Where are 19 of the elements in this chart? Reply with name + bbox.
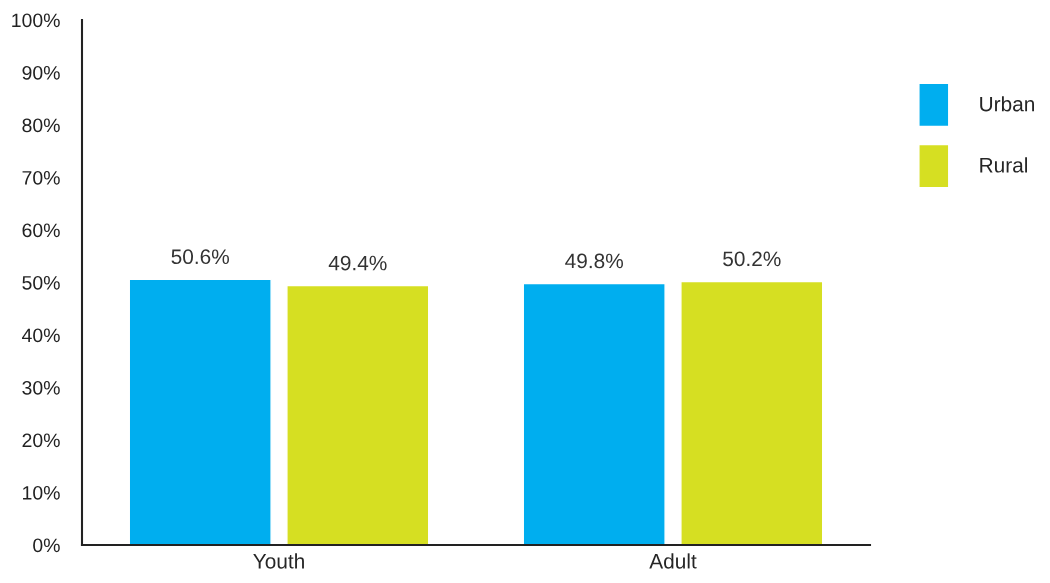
y-tick-label: 60%: [22, 223, 60, 238]
y-tick-label: 0%: [33, 538, 60, 553]
data-label: 49.4%: [328, 255, 387, 271]
data-label: 50.6%: [171, 249, 229, 265]
x-tick-label: Adult: [649, 553, 697, 569]
y-tick-label: 90%: [22, 65, 60, 80]
y-tick-label: 50%: [22, 275, 60, 290]
y-tick-label: 10%: [23, 485, 60, 500]
y-tick-label: 20%: [22, 433, 60, 448]
legend-label: Urban: [980, 96, 1034, 112]
x-tick-label: Youth: [253, 553, 304, 569]
y-tick-label: 80%: [22, 118, 60, 133]
legend-label: Rural: [980, 157, 1027, 173]
y-tick-label: 70%: [22, 170, 60, 185]
y-tick-label: 100%: [12, 13, 60, 28]
data-label: 49.8%: [565, 253, 623, 269]
y-tick-label: 30%: [22, 380, 60, 395]
data-label: 50.2%: [723, 251, 781, 267]
y-tick-label: 40%: [22, 328, 60, 343]
